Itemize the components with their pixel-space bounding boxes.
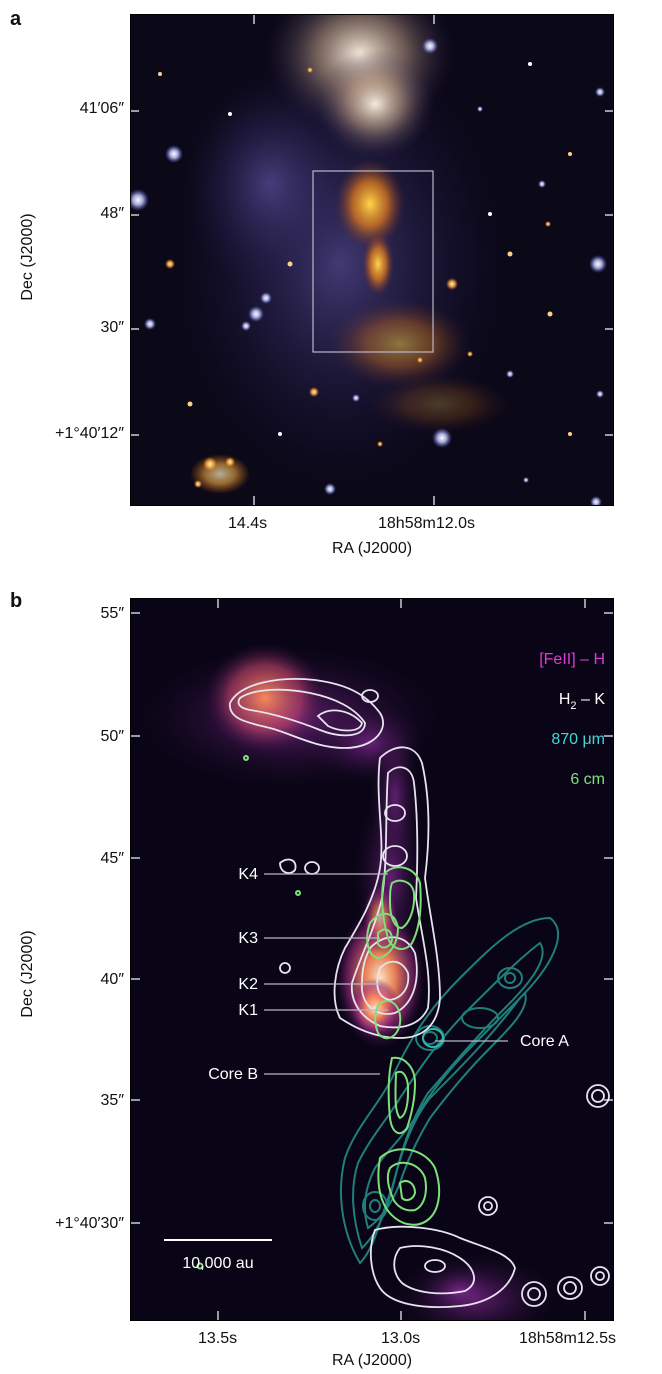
core-a-label: Core A	[520, 1033, 569, 1050]
panel-b-ytick-3: 45″	[100, 850, 124, 867]
h2-contours	[229, 678, 610, 1309]
panel-a-xtick-1: 14.4s	[228, 515, 268, 532]
knot-k1-label: K1	[238, 1002, 258, 1019]
panel-a-ytick-4: +1°40′12″	[55, 425, 124, 442]
legend-h2-base: H	[559, 691, 571, 708]
panel-b-ytick-2: 50″	[100, 728, 124, 745]
panel-a-xtick-2: 18h58m12.0s	[378, 515, 475, 532]
panel-a-x-title: RA (J2000)	[332, 540, 413, 557]
panel-a-ytick-2: 48″	[100, 205, 124, 222]
panel-a-tick-marks	[130, 14, 614, 506]
panel-a-image	[130, 14, 614, 506]
annotation-lines	[264, 873, 508, 1075]
panel-b-ytick-1: 55″	[100, 605, 124, 622]
knot-k3-label: K3	[238, 930, 258, 947]
scale-bar-label: 10,000 au	[182, 1255, 253, 1272]
panel-b-label: b	[10, 590, 23, 612]
knot-k2-label: K2	[238, 976, 258, 993]
radio-contours	[196, 755, 441, 1270]
panel-b-image: [FeII] – H H2 – K 870 μm 6 cm K4 K3 K2 K…	[130, 598, 614, 1321]
panel-b-xtick-3: 18h58m12.5s	[519, 1330, 616, 1347]
panel-b-xtick-2: 13.0s	[381, 1330, 421, 1347]
panel-b-ytick-4: 40″	[100, 971, 124, 988]
legend-h2-rest: – K	[577, 691, 606, 708]
legend-6cm: 6 cm	[570, 771, 605, 788]
legend-h2-sub: 2	[570, 700, 576, 712]
panel-b-ytick-6: +1°40′30″	[55, 1215, 124, 1232]
panel-b-ytick-5: 35″	[100, 1092, 124, 1109]
core-b-label: Core B	[208, 1066, 258, 1083]
panel-a-y-title: Dec (J2000)	[19, 213, 36, 301]
panel-b-y-title: Dec (J2000)	[19, 930, 36, 1018]
knot-k4-label: K4	[238, 866, 258, 883]
legend-feii: [FeII] – H	[539, 651, 605, 668]
panel-a-label: a	[10, 8, 22, 30]
panel-b-xtick-1: 13.5s	[198, 1330, 238, 1347]
panel-a-zoom-box	[312, 170, 434, 353]
legend-870um: 870 μm	[551, 731, 605, 748]
panel-b-tick-marks	[130, 598, 614, 1321]
legend-h2: H2 – K	[559, 691, 605, 712]
panel-a-stars	[130, 38, 607, 506]
panel-a-ytick-1: 41′06″	[79, 100, 124, 117]
panel-a-ytick-3: 30″	[100, 319, 124, 336]
panel-b-x-title: RA (J2000)	[332, 1352, 413, 1369]
core-a-contour	[422, 1028, 444, 1048]
